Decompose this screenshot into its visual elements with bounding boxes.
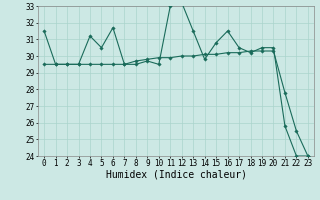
- X-axis label: Humidex (Indice chaleur): Humidex (Indice chaleur): [106, 170, 246, 180]
